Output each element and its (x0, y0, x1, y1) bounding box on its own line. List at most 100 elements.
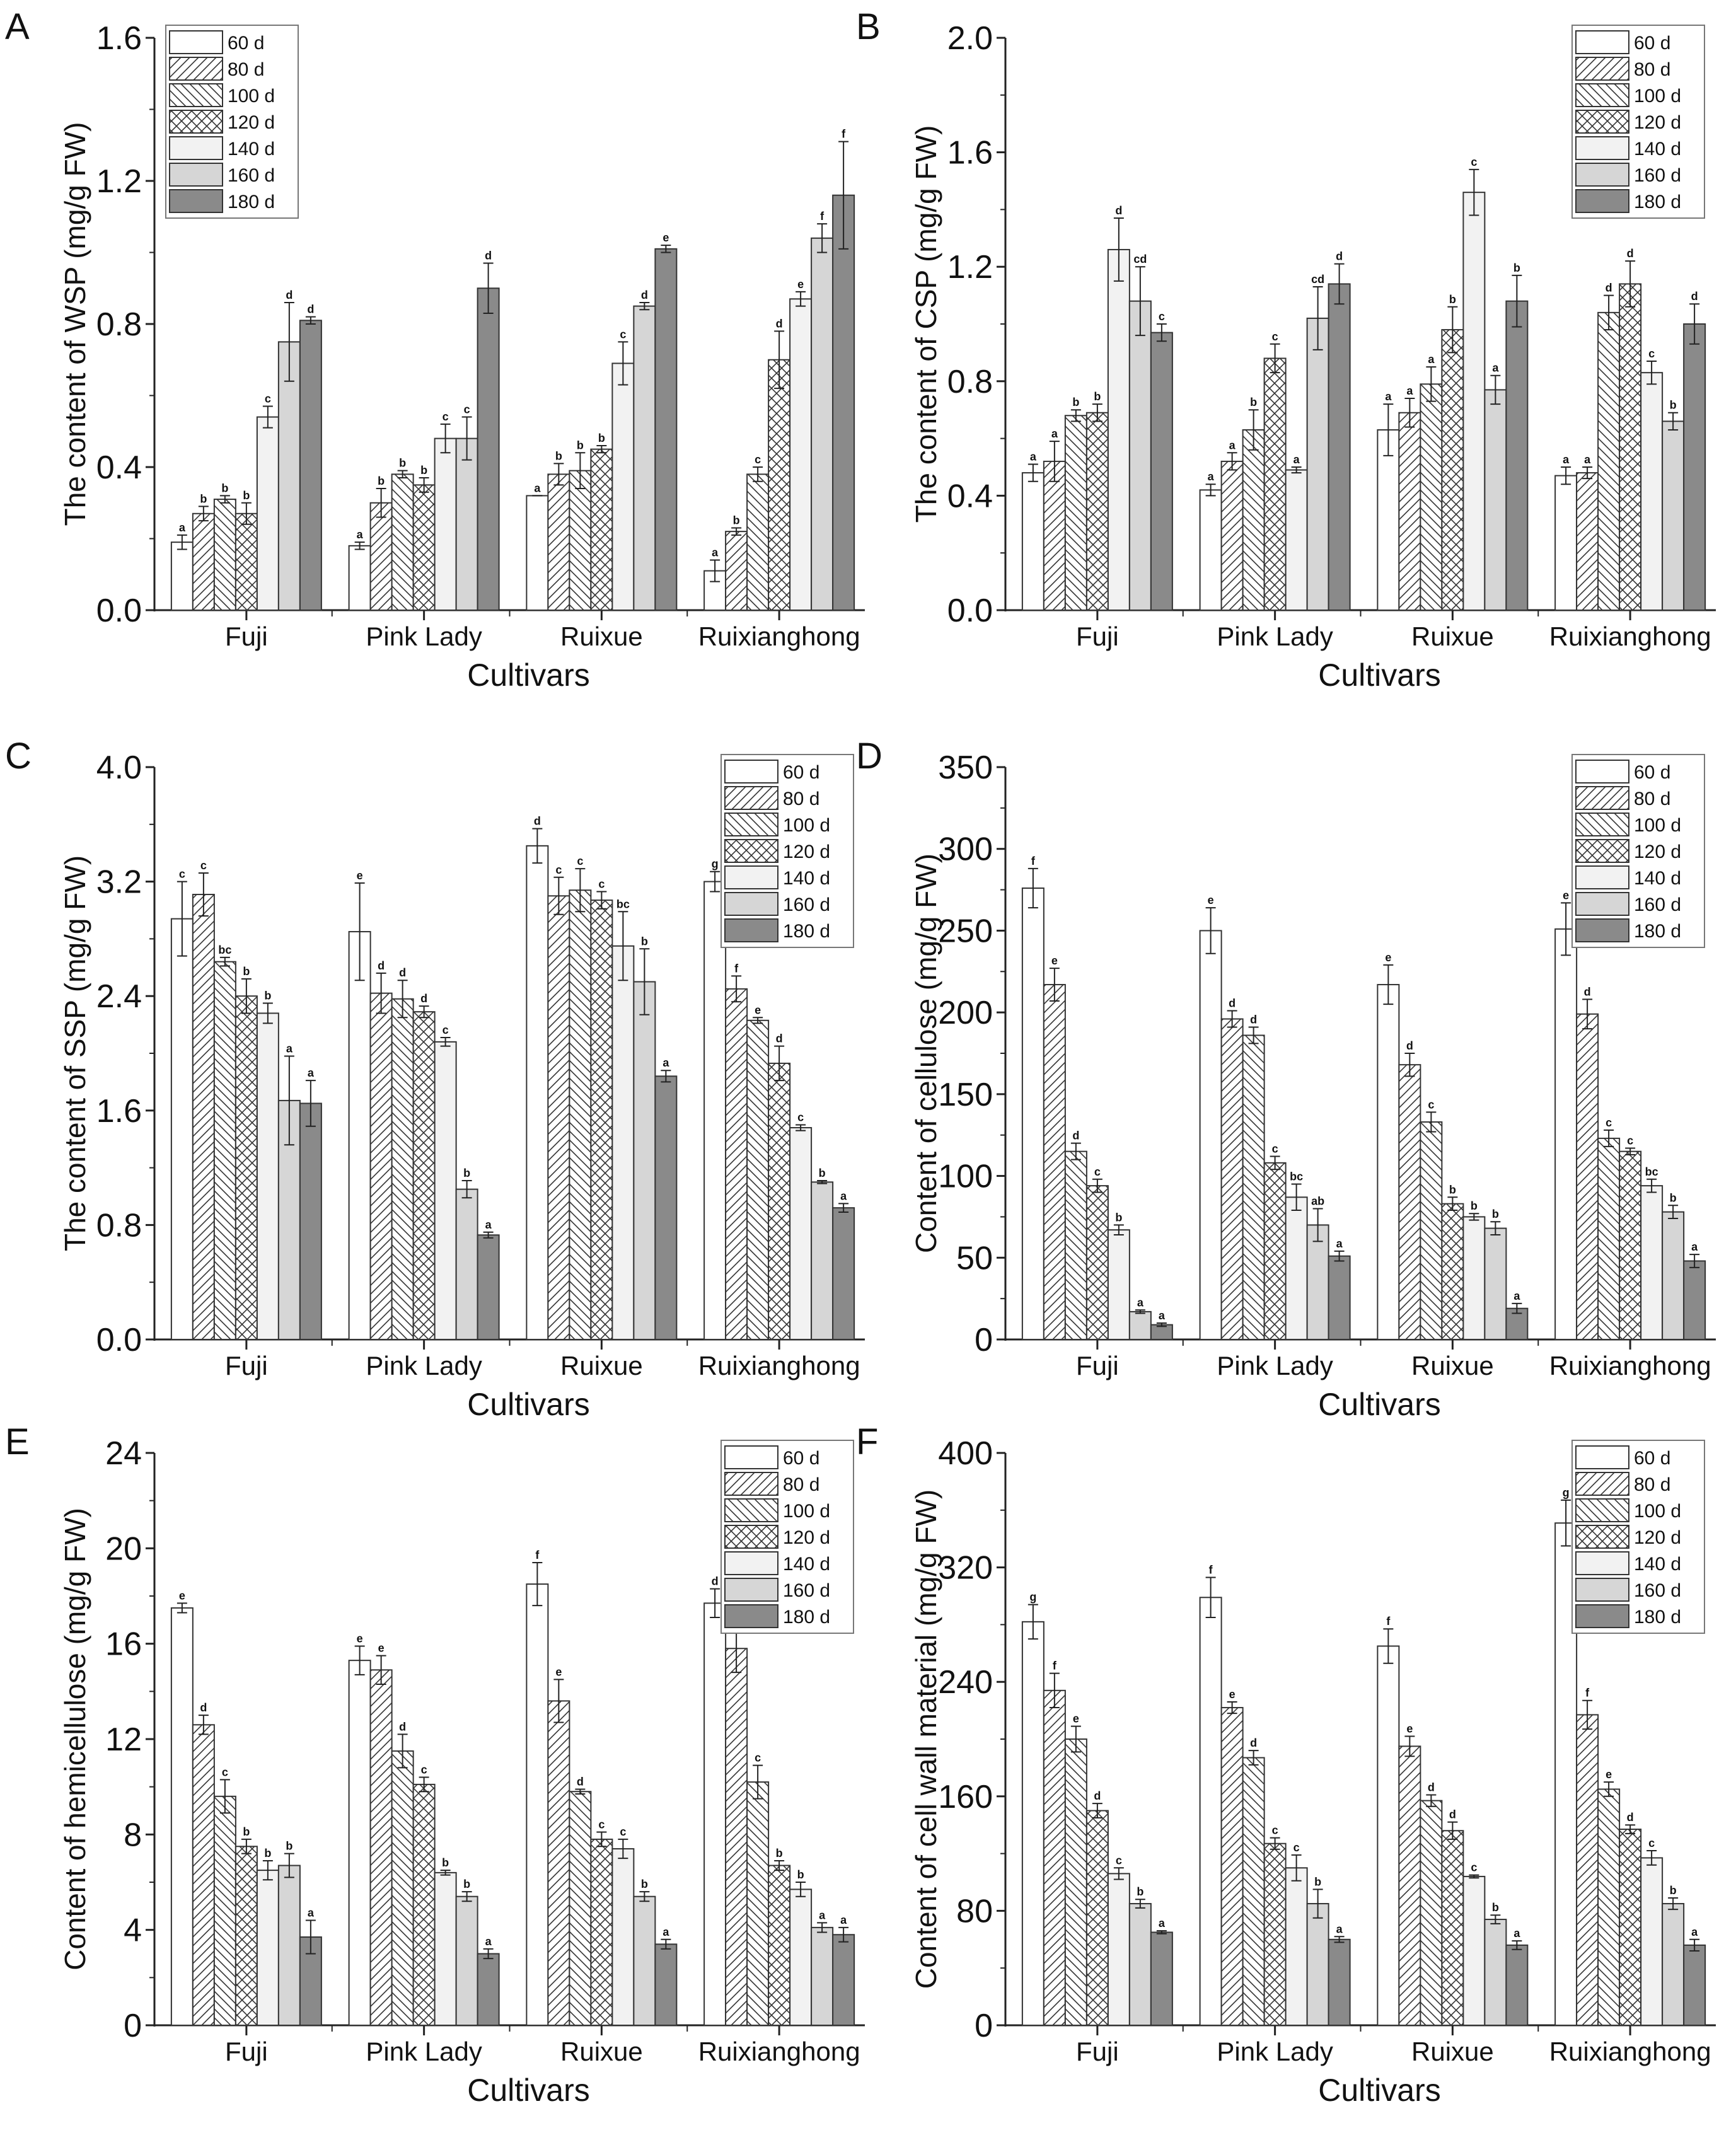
panel-label: F (856, 1421, 878, 1462)
category-label: Ruixue (560, 2037, 643, 2066)
significance-letter: b (243, 489, 250, 502)
significance-letter: a (1293, 453, 1300, 466)
legend-label: 60 d (783, 762, 819, 783)
significance-letter: b (463, 1878, 470, 1890)
significance-letter: f (820, 210, 825, 223)
chart-svg: A 0.0 0.4 0.8 1.2 1.6 The content of WSP (mg/g… (5, 6, 865, 693)
significance-letter: c (755, 453, 761, 466)
significance-letter: e (357, 1632, 363, 1645)
significance-letter: c (598, 877, 605, 890)
panel-f-cell-wall-chart: F 0 80 160 240 320 400 Content of cell wall mat… (851, 1415, 1719, 2127)
significance-letter: b (1115, 1211, 1122, 1223)
legend-label: 120 d (1634, 1527, 1681, 1548)
significance-letter: b (819, 1167, 826, 1179)
bar-80d (1398, 1745, 1421, 2026)
bar-60d (526, 845, 549, 1341)
bar-140d (1462, 1875, 1486, 2026)
bar-80d (1576, 1714, 1599, 2026)
bar-60d (526, 495, 549, 611)
significance-letter: a (1159, 1917, 1166, 1929)
legend-swatch (169, 83, 223, 107)
bar-180d (1328, 1255, 1351, 1340)
category-label: Pink Lady (1217, 1351, 1333, 1380)
significance-letter: a (819, 1909, 826, 1921)
y-tick-label: 1.6 (96, 1093, 142, 1130)
significance-letter: c (620, 328, 626, 340)
significance-letter: b (378, 475, 385, 487)
bar-60d (170, 1607, 194, 2026)
significance-letter: c (555, 864, 562, 876)
significance-letter: c (1627, 1134, 1633, 1147)
significance-letter: g (1029, 1591, 1036, 1604)
significance-letter: c (1471, 1861, 1477, 1874)
y-tick-label: 350 (938, 749, 993, 786)
chart-svg: D 0 50 100 150 200 250 300 350 Content of cellulo… (856, 736, 1716, 1422)
significance-letter: c (1428, 1098, 1434, 1111)
bar-100d (569, 889, 592, 1341)
bar-80d (192, 512, 215, 611)
significance-letter: b (442, 1856, 449, 1869)
bar-140d (1107, 1873, 1130, 2026)
legend-label: 140 d (228, 139, 275, 159)
bar-100d (1064, 415, 1087, 611)
significance-letter: a (1691, 1926, 1698, 1938)
y-tick-label: 16 (105, 1626, 142, 1663)
significance-letter: f (1209, 1563, 1213, 1576)
significance-letter: bc (1290, 1171, 1303, 1183)
significance-letter: c (1648, 347, 1655, 360)
significance-letter: a (485, 1935, 492, 1948)
bar-120d (412, 484, 436, 611)
bar-180d (1683, 1944, 1706, 2027)
significance-letter: a (1513, 1290, 1520, 1302)
legend-label: 180 d (783, 1607, 830, 1628)
significance-letter: b (1670, 1884, 1677, 1897)
y-tick-label: 12 (105, 1721, 142, 1758)
legend-swatch (1575, 30, 1629, 54)
bar-60d (1377, 429, 1400, 611)
legend: 60 d 80 d 100 d 120 d 140 d 160 d 180 d (720, 1440, 854, 1634)
bar-140d (1285, 1867, 1308, 2026)
significance-letter: d (200, 1701, 207, 1714)
bar-180d (1505, 1944, 1529, 2027)
legend-label: 60 d (783, 1448, 819, 1469)
significance-letter: c (577, 855, 583, 867)
panel-a-wsp-chart: A 0.0 0.4 0.8 1.2 1.6 The content of WSP (mg/g… (0, 0, 868, 712)
legend: 60 d 80 d 100 d 120 d 140 d 160 d 180 d (720, 754, 854, 948)
legend-label: 160 d (783, 1580, 830, 1601)
significance-letter: b (1449, 1183, 1456, 1196)
legend-label: 120 d (1634, 112, 1681, 133)
bar-80d (1220, 1018, 1244, 1340)
bar-80d (192, 1724, 215, 2026)
bar-100d (746, 1781, 770, 2026)
legend-label: 140 d (1634, 868, 1681, 889)
y-tick-label: 2.4 (96, 978, 142, 1015)
significance-letter: bc (1645, 1165, 1658, 1178)
significance-letter: a (1159, 1309, 1166, 1322)
legend-label: 160 d (1634, 894, 1681, 915)
significance-letter: f (1386, 1615, 1391, 1628)
significance-letter: g (712, 858, 719, 870)
y-tick-label: 3.2 (96, 864, 142, 901)
x-axis-title: Cultivars (1318, 1387, 1440, 1422)
category-label: Pink Lady (1217, 2037, 1333, 2066)
bar-60d (703, 881, 727, 1341)
significance-letter: b (1449, 293, 1456, 306)
legend-label: 120 d (1634, 842, 1681, 862)
y-tick-label: 1.6 (947, 135, 993, 171)
significance-letter: d (1406, 1039, 1413, 1052)
y-tick-label: 100 (938, 1159, 993, 1195)
category-label: Ruixue (1411, 622, 1494, 651)
significance-letter: d (641, 289, 648, 301)
significance-letter: a (1563, 453, 1570, 466)
bar-120d (768, 1062, 791, 1340)
significance-letter: a (1051, 427, 1058, 440)
chart-svg: C 0.0 0.8 1.6 2.4 3.2 4.0 The content of SSP (m… (5, 736, 865, 1422)
bar-160d (455, 1188, 478, 1341)
y-tick-label: 0.0 (96, 1322, 142, 1358)
y-tick-label: 50 (956, 1240, 993, 1276)
legend-swatch (724, 1445, 778, 1469)
significance-letter: b (221, 482, 228, 494)
bar-180d (832, 194, 855, 611)
significance-letter: d (1229, 997, 1235, 1010)
bar-160d (1128, 1310, 1152, 1341)
